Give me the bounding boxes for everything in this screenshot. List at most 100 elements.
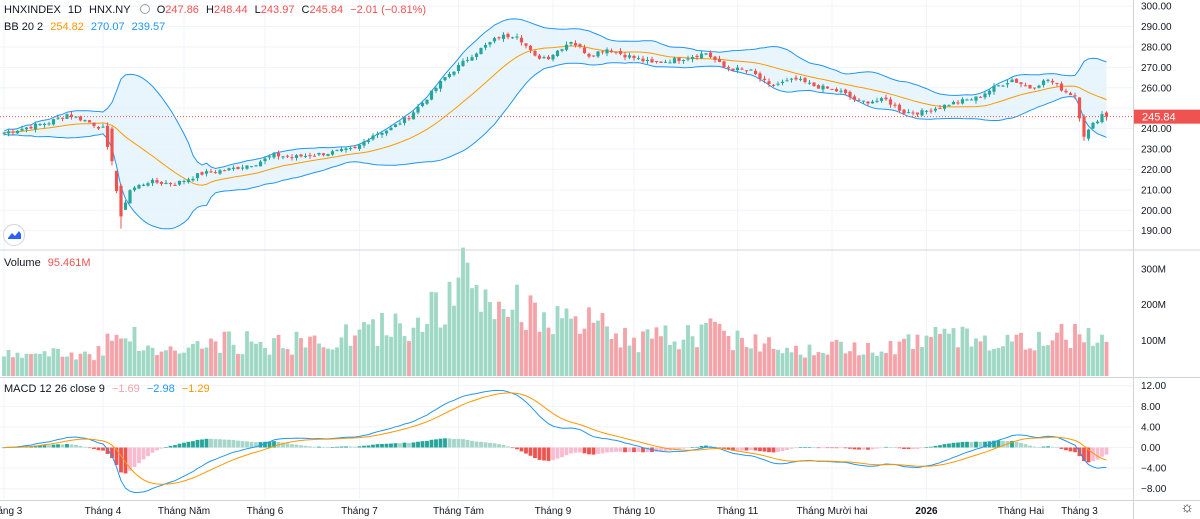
candle-body	[524, 43, 528, 46]
candle	[839, 88, 843, 94]
candle	[852, 94, 857, 103]
volume-bar	[528, 295, 533, 376]
candle-body	[357, 144, 362, 149]
candle	[15, 130, 20, 134]
volume-bar	[384, 335, 389, 376]
candle	[326, 153, 330, 157]
volume-bar	[1001, 346, 1005, 376]
candle	[353, 145, 357, 149]
candle-body	[546, 56, 551, 60]
volume-bar	[902, 338, 906, 376]
macd-hist-bar	[438, 438, 443, 448]
macd-hist-bar	[335, 446, 339, 448]
volume-bar	[830, 341, 834, 376]
volume-value: 95.461M	[47, 257, 91, 269]
candle-body	[177, 180, 182, 185]
volume-bar	[200, 348, 204, 376]
macd-hist-bar	[128, 447, 132, 471]
candle-body	[362, 141, 366, 146]
candle	[290, 154, 294, 161]
candle	[398, 120, 402, 126]
candle	[411, 110, 416, 120]
bb-legend[interactable]: BB 20 2 254.82 270.07 239.57	[4, 21, 169, 33]
candle	[1037, 84, 1041, 89]
volume-bar	[857, 355, 861, 376]
candle-body	[132, 187, 137, 191]
macd-hist-bar	[587, 447, 591, 455]
candle-body	[245, 165, 249, 169]
volume-bar	[227, 331, 231, 376]
candle	[623, 51, 627, 61]
candle-body	[879, 98, 884, 101]
candle	[965, 98, 969, 101]
candle	[978, 96, 983, 98]
candle-body	[641, 58, 645, 62]
candle-body	[231, 167, 236, 169]
candle-body	[560, 49, 564, 51]
candle-body	[708, 52, 713, 58]
volume-bar	[587, 307, 591, 376]
tradingview-logo-icon[interactable]	[3, 224, 25, 246]
time-tick-label: Tháng Mười hai	[796, 506, 867, 517]
macd-hist-bar	[609, 447, 614, 453]
volume-bar	[222, 331, 227, 376]
symbol-name[interactable]: HNXINDEX	[4, 4, 61, 16]
candle	[119, 183, 123, 229]
volume-bar	[605, 326, 609, 376]
volume-bar	[1077, 334, 1082, 376]
volume-bar	[339, 337, 344, 376]
volume-bar	[618, 347, 623, 376]
macd-hist-bar	[317, 446, 321, 448]
candle-body	[258, 161, 263, 167]
candle-body	[753, 70, 758, 75]
macd-hist-bar	[123, 447, 128, 474]
candle	[434, 86, 438, 94]
candle	[2, 131, 6, 136]
candle	[1104, 111, 1109, 121]
volume-bar	[366, 324, 371, 376]
candle	[519, 34, 524, 46]
volume-bar	[1010, 341, 1014, 376]
macd-legend[interactable]: MACD 12 26 close 9 −1.69 −2.98 −1.29	[4, 383, 214, 395]
candle	[461, 58, 465, 67]
candle	[348, 146, 353, 151]
volume-bar	[150, 347, 155, 376]
macd-hist-bar	[528, 447, 533, 456]
candle-body	[807, 82, 812, 84]
candle	[542, 55, 546, 59]
candle	[366, 138, 371, 144]
candle	[1010, 77, 1014, 83]
candle-body	[375, 133, 380, 135]
macd-hist-bar	[870, 447, 875, 450]
candle	[722, 60, 726, 68]
candle	[321, 152, 326, 157]
settings-gear-icon[interactable]: ☼	[1180, 499, 1194, 516]
candle-body	[623, 54, 627, 58]
candle-body	[686, 58, 690, 60]
candle-body	[461, 60, 465, 66]
macd-hist-bar	[141, 447, 146, 460]
volume-bar	[60, 356, 65, 376]
volume-bar	[285, 349, 290, 376]
candle-body	[812, 82, 816, 86]
macd-hist-bar	[254, 442, 258, 448]
candle-body	[713, 56, 717, 61]
candle	[1095, 119, 1100, 125]
candle-body	[222, 170, 227, 172]
candle	[209, 168, 213, 173]
interval-label[interactable]: 1D	[67, 4, 82, 16]
candle-body	[227, 168, 231, 171]
candle-body	[983, 93, 987, 98]
macd-hist-bar	[182, 442, 186, 448]
candle-body	[389, 127, 393, 131]
volume-bar	[168, 346, 173, 376]
candle	[915, 112, 920, 117]
volume-legend[interactable]: Volume 95.461M	[4, 257, 95, 269]
volume-bar	[695, 347, 699, 376]
candle	[1077, 97, 1082, 122]
volume-bar	[335, 347, 339, 376]
candle	[641, 55, 645, 63]
candle	[1091, 121, 1095, 129]
candle-body	[267, 156, 272, 158]
